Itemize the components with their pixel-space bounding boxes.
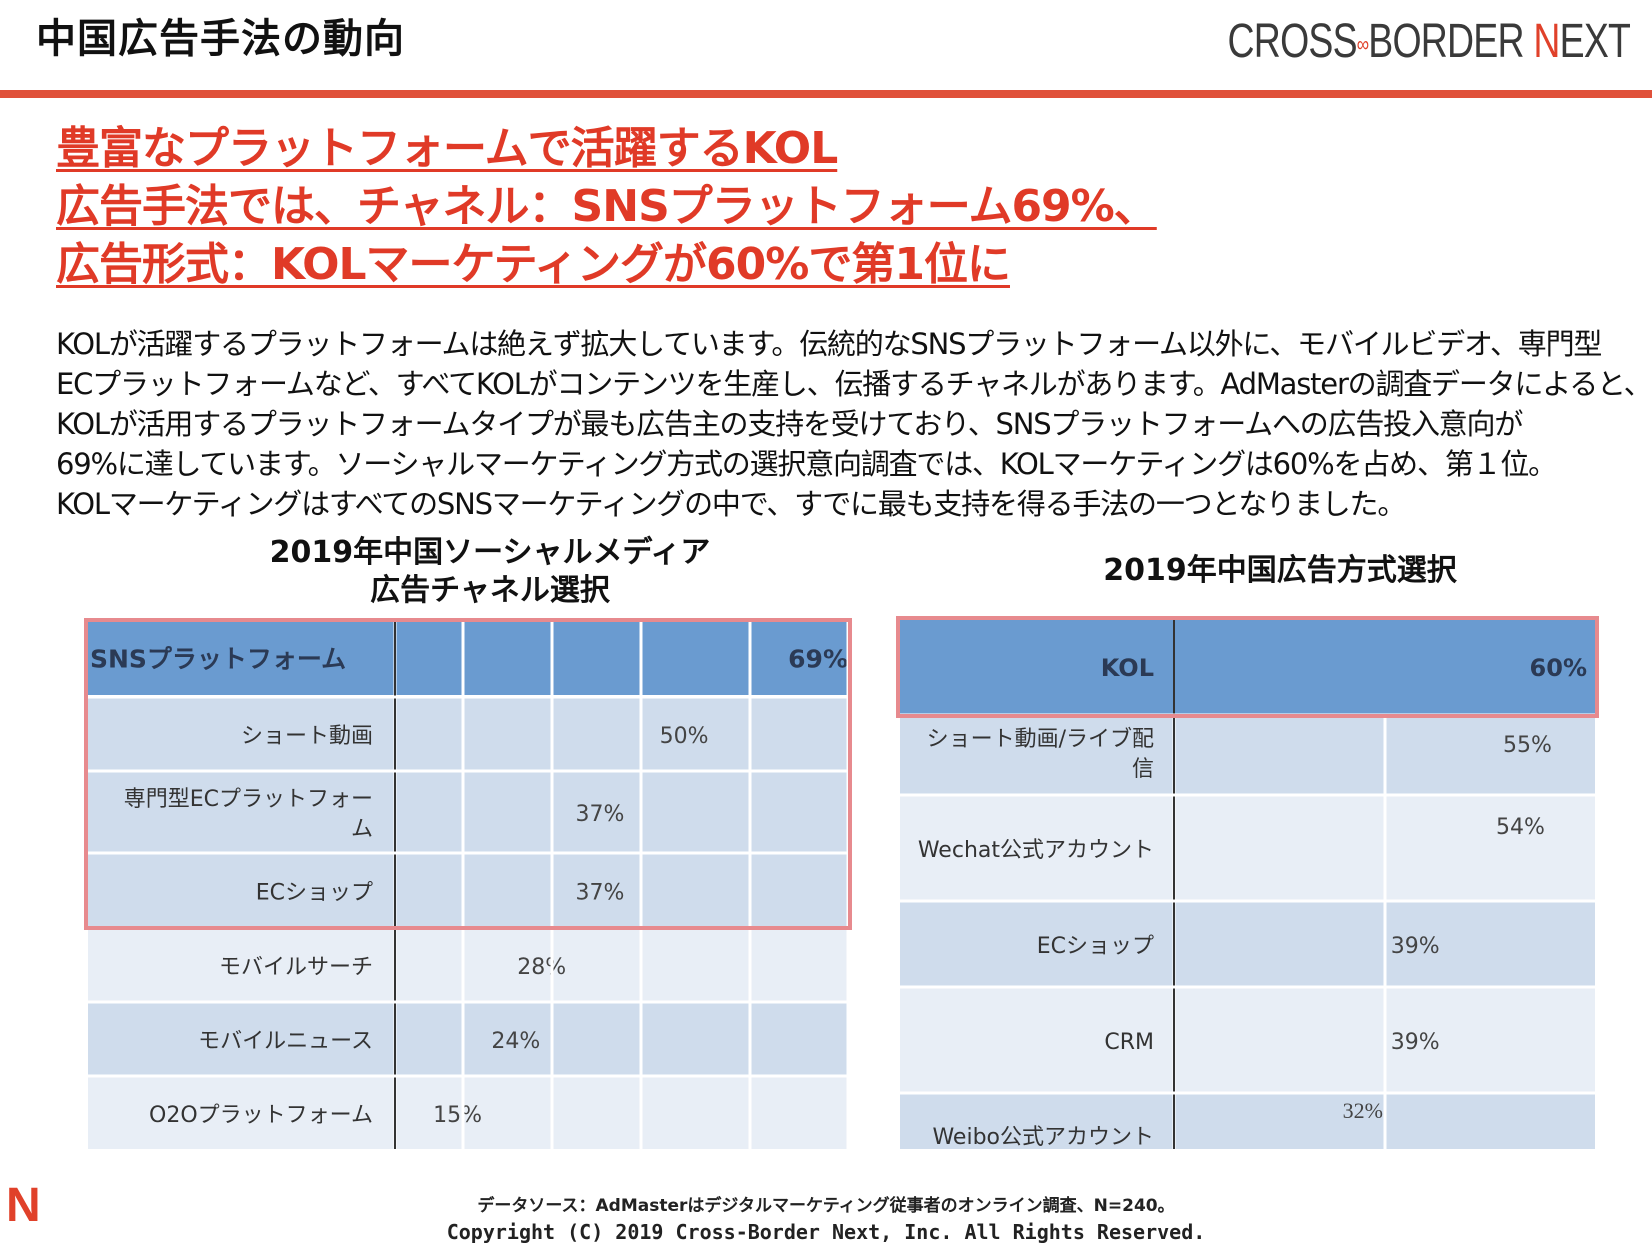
chart-1-highlight-box — [84, 618, 852, 930]
chart-1-data-label: 50% — [660, 724, 709, 749]
chart-2-bar-0 — [1174, 620, 1595, 714]
chart-1-category-label-wrap: ム — [351, 817, 373, 842]
chart-2-title: 2019年中国広告方式選択 — [1103, 553, 1457, 588]
body-line-4: 69%に達しています。ソーシャルマーケティング方式の選択意向調査では、KOLマー… — [56, 447, 1557, 481]
chart-1-category-label: O2Oプラットフォーム — [149, 1103, 373, 1128]
chart-1-row-bg-6 — [88, 1077, 848, 1149]
chart-2-data-label: 60% — [1530, 654, 1587, 682]
chart-2-row-bg-4 — [900, 988, 1595, 1092]
chart-1-bar-0 — [395, 622, 842, 695]
logo-text-ext: EXT — [1559, 15, 1631, 68]
chart-2-category-label: Wechat公式アカウント — [918, 838, 1154, 863]
brand-logo: CROSS∞BORDER NEXT — [1227, 14, 1630, 69]
chart-1-data-label: 28% — [517, 955, 566, 980]
body-line-3: KOLが活用するプラットフォームタイプが最も広告主の支持を受けており、SNSプラ… — [56, 407, 1523, 441]
chart-1-data-label: 37% — [576, 802, 625, 827]
chart-1-category-label: モバイルサーチ — [219, 955, 373, 980]
chart-1-title-line-1: 2019年中国ソーシャルメディア — [269, 535, 711, 570]
chart-1-category-label: ショート動画 — [241, 724, 373, 749]
headline-line-1: 豊富なプラットフォームで活躍するKOL — [56, 123, 838, 174]
chart-2-data-label: 54% — [1496, 815, 1545, 840]
chart-1-row-bg-5 — [88, 1003, 848, 1075]
chart-1-row-bg-1 — [88, 698, 848, 770]
chart-1-title: 2019年中国ソーシャルメディア 広告チャネル選択 — [240, 534, 740, 610]
logo-text-n: N — [1533, 15, 1560, 68]
infinity-icon: ∞ — [1356, 31, 1369, 57]
chart-2-row-bg-5 — [900, 1094, 1595, 1149]
chart-2-data-label: 55% — [1503, 733, 1552, 758]
chart-1-row-bg-3 — [88, 854, 848, 927]
body-line-1: KOLが活躍するプラットフォームは絶えず拡大しています。伝統的なSNSプラットフ… — [56, 327, 1602, 361]
chart-1-data-label: 24% — [491, 1029, 540, 1054]
chart-1-category-label: SNSプラットフォーム — [90, 645, 346, 674]
chart-1-row-bg-2 — [88, 772, 848, 852]
headline-line-2: 広告手法では、チャネル：SNSプラットフォーム69%、 — [56, 181, 1158, 232]
page-title: 中国広告手法の動向 — [36, 16, 405, 62]
chart-2-row-bg-2 — [900, 796, 1595, 900]
chart-2-row-bg-3 — [900, 902, 1595, 986]
chart-1-category-label: モバイルニュース — [198, 1029, 373, 1054]
chart-2-category-label: Weibo公式アカウント — [932, 1125, 1154, 1150]
chart-1-data-label: 15% — [433, 1103, 482, 1128]
headline-line-3: 広告形式：KOLマーケティングが60%で第1位に — [56, 239, 1011, 290]
chart-1-category-label: ECショップ — [256, 881, 373, 906]
copyright: Copyright (C) 2019 Cross-Border Next, In… — [446, 1220, 1206, 1244]
logo-text-cross: CROSS — [1227, 15, 1357, 68]
data-source-note: データソース：AdMasterはデジタルマーケティング従事者のオンライン調査、N… — [477, 1196, 1175, 1216]
chart-1-row-bg-4 — [88, 929, 848, 1001]
body-line-5: KOLマーケティングはすべてのSNSマーケティングの中で、すでに最も支持を得る手… — [56, 487, 1406, 521]
chart-2-row-bg-1 — [900, 716, 1595, 794]
chart-2-highlight-box — [896, 616, 1599, 718]
headline: 豊富なプラットフォームで活躍するKOL 広告手法では、チャネル：SNSプラットフ… — [56, 120, 1158, 294]
chart-1-data-label: 37% — [576, 881, 625, 906]
chart-1-category-label: 専門型ECプラットフォー — [124, 787, 373, 812]
chart-2-category-label: ECショップ — [1037, 934, 1154, 959]
chart-1-data-label: 69% — [788, 645, 848, 674]
chart-2-category-label-wrap: 信 — [1132, 757, 1154, 782]
body-line-2: ECプラットフォームなど、すべてKOLがコンテンツを生産し、伝播するチャネルがあ… — [56, 367, 1652, 401]
logo-text-border: BORDER — [1368, 15, 1524, 68]
chart-2-data-label: 39% — [1391, 1030, 1440, 1055]
chart-2-category-label: ショート動画/ライブ配 — [927, 727, 1154, 752]
chart-2-data-label: 32% — [1343, 1098, 1383, 1123]
brand-n-icon: N — [6, 1179, 41, 1232]
chart-2-data-label: 39% — [1391, 934, 1440, 959]
body-paragraph: KOLが活躍するプラットフォームは絶えず拡大しています。伝統的なSNSプラットフ… — [56, 324, 1652, 524]
chart-2-category-label: KOL — [1101, 654, 1154, 682]
chart-1-title-line-2: 広告チャネル選択 — [370, 573, 610, 608]
header-divider — [0, 90, 1652, 98]
chart-2-category-label: CRM — [1104, 1030, 1154, 1055]
